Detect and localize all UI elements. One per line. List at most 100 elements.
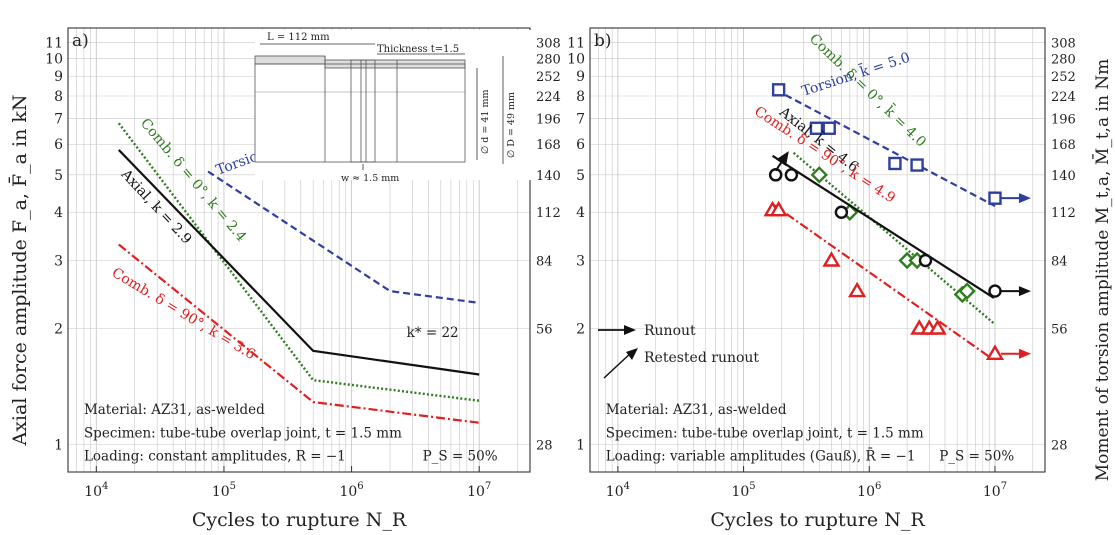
y-tick-label: 9 [576,69,585,85]
x-tick-label: 106 [857,481,881,500]
x-tick-exponent: 6 [875,481,881,492]
x-tick-label: 105 [731,481,755,500]
panel-a-chart: 104 105 106 1071234567891011285684112140168… [45,27,561,531]
x-tick-label: 105 [212,481,236,500]
x-tick-exponent: 6 [357,481,363,492]
data-point-square [771,83,786,97]
x-axis-title: Cycles to rupture N_R [710,509,925,531]
y-tick-label: 3 [576,253,585,269]
y2-tick-label: 252 [1051,70,1076,85]
x-tick-exponent: 5 [230,481,236,492]
series-line-torsion [775,88,996,208]
data-point-circle [834,205,849,219]
y2-tick-label: 84 [1051,254,1068,269]
annotation: k* = 22 [407,325,459,341]
legend-runout-arrow-head [624,325,636,335]
y2-tick-label: 140 [1051,169,1076,184]
y-tick-label: 2 [576,321,585,337]
data-point-square [809,121,824,135]
y-tick-label: 8 [576,89,585,105]
legend-runout-label: Runout [644,323,696,339]
plot-frame [67,27,531,473]
data-point-circle [918,253,933,268]
y-tick-label: 10 [45,52,63,68]
data-point-square [822,121,836,135]
panel-label: a) [72,31,89,51]
x-tick-exponent: 4 [102,481,108,492]
left-axis-title: Axial force amplitude F_a, F̄_a in kN [8,94,31,446]
y-tick-label: 5 [576,168,585,184]
annotation: Material: AZ31, as-welded [84,402,265,418]
inset-weld-zone [350,59,376,163]
y2-tick-label: 224 [1051,90,1076,105]
data-point-triangle [848,281,867,298]
y-tick-label: 5 [54,168,63,184]
inset-length-label: L = 112 mm [267,32,330,43]
x-tick-label: 104 [84,481,108,500]
y2-tick-label: 56 [536,322,553,337]
runout-legend: Runout Retested runout [598,323,759,379]
y2-tick-label: 252 [536,70,561,85]
data-point-diamond [810,166,828,184]
y-tick-label: 7 [54,111,63,127]
y-tick-label: 9 [54,69,63,85]
data-point-square [988,191,1002,205]
annotation: Specimen: tube-tube overlap joint, t = 1… [84,425,402,441]
annotation: Loading: variable amplitudes (Gauß), R̄ … [606,448,916,464]
panel-label: b) [594,31,612,51]
inset-tube-wall [254,55,326,65]
data-point-diamond [958,282,976,300]
y-tick-label: 10 [567,52,585,68]
y2-tick-label: 140 [536,169,561,184]
retested-arrow [774,151,789,172]
series-line-comb0 [117,122,480,402]
y2-tick-label: 28 [1051,439,1068,454]
data-point-triangle [985,344,1005,360]
data-point-circle [988,284,1002,298]
x-tick-exponent: 5 [749,481,755,492]
y2-tick-label: 308 [536,37,561,52]
x-tick-label: 106 [339,481,363,500]
x-tick-label: 107 [983,481,1007,500]
x-tick-exponent: 4 [624,481,630,492]
annotation: Specimen: tube-tube overlap joint, t = 1… [606,425,924,441]
y2-tick-label: 112 [536,206,561,221]
y-tick-label: 6 [576,137,585,153]
data-point-square [910,158,924,172]
y-tick-label: 3 [54,253,63,269]
data-point-square [888,156,902,171]
x-tick-exponent: 7 [1001,481,1007,492]
series-line-axial [771,154,995,299]
x-tick-label: 107 [467,481,491,500]
legend-retested-label: Retested runout [644,350,759,366]
y2-tick-label: 168 [1051,138,1076,153]
inset-inner-diameter-label: ∅ d = 41 mm [480,89,491,154]
y-tick-label: 4 [54,205,63,221]
x-axis-title: Cycles to rupture N_R [192,509,407,531]
inset-weld-width-label: w ≈ 1.5 mm [341,173,399,184]
series-line-torsion [207,170,480,304]
y-tick-label: 4 [576,205,585,221]
series-line-axial [117,149,480,376]
x-tick-exponent: 7 [485,481,491,492]
x-tick-label: 104 [606,481,630,500]
data-point-circle [768,168,783,182]
legend-retested-arrow [603,351,633,379]
y-tick-label: 8 [54,89,63,105]
y2-tick-label: 168 [536,138,561,153]
legend-retested-arrow-head [626,348,638,360]
series-line-comb90 [771,203,996,362]
data-point-triangle [769,200,788,217]
runout-arrow-head [1018,193,1031,204]
y2-tick-label: 280 [1051,53,1076,68]
data-point-circle [784,168,799,182]
y2-tick-label: 84 [536,254,553,269]
y2-tick-label: 196 [1051,112,1076,127]
y2-tick-label: 28 [536,439,553,454]
y-tick-label: 7 [576,111,585,127]
data-point-triangle [928,319,947,335]
runout-arrow-head [1018,286,1031,297]
panel-b-chart: 104 105 106 1071234567891011285684112140168… [567,27,1076,531]
y-tick-label: 6 [54,137,63,153]
